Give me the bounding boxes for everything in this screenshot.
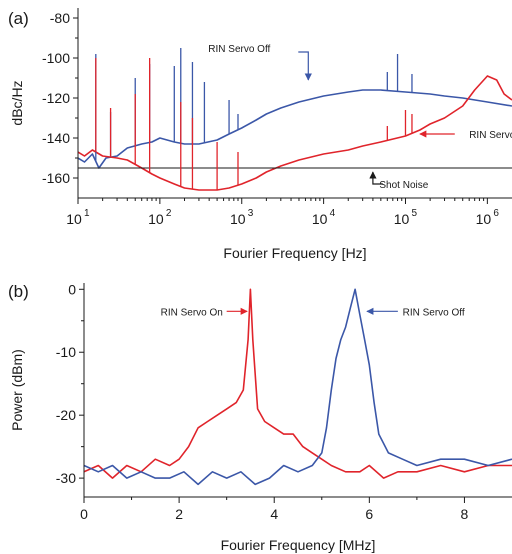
x-tick-label: 6 xyxy=(365,506,373,522)
x-tick-label: 4 xyxy=(270,506,278,522)
panel-label: (b) xyxy=(8,282,29,301)
x-tick-label: 10 xyxy=(312,211,328,227)
y-tick-label: -20 xyxy=(56,407,76,423)
x-tick-exponent: 4 xyxy=(330,208,336,219)
x-tick-label: 10 xyxy=(230,211,246,227)
y-tick-label: 0 xyxy=(68,281,76,297)
annotation-label: RIN Servo On xyxy=(161,307,223,318)
series-group xyxy=(84,288,512,486)
x-tick-exponent: 6 xyxy=(493,208,499,219)
annotation-label: Shot Noise xyxy=(379,180,428,191)
y-tick-label: -10 xyxy=(56,344,76,360)
x-tick-label: 8 xyxy=(461,506,469,522)
y-axis-label: Power (dBm) xyxy=(9,349,25,431)
annotation-label: RIN Servo On xyxy=(469,130,512,141)
annotation-label: RIN Servo Off xyxy=(403,307,465,318)
x-tick-exponent: 1 xyxy=(84,208,90,219)
y-tick-label: -140 xyxy=(42,130,70,146)
x-tick-exponent: 5 xyxy=(411,208,417,219)
x-axis-label: Fourier Frequency [Hz] xyxy=(223,245,366,261)
x-tick-label: 10 xyxy=(66,211,82,227)
series-line-rin-servo-on xyxy=(84,288,512,479)
series-line-rin-servo-on xyxy=(78,75,512,191)
x-axis-label: Fourier Frequency [MHz] xyxy=(221,537,376,553)
series-line-rin-servo-off xyxy=(84,288,512,486)
panel-label: (a) xyxy=(8,9,29,28)
x-tick-label: 10 xyxy=(394,211,410,227)
y-tick-label: -120 xyxy=(42,90,70,106)
y-tick-label: -100 xyxy=(42,50,70,66)
y-tick-label: -30 xyxy=(56,470,76,486)
annotation-arrow xyxy=(369,171,383,185)
y-axis-label: dBc/Hz xyxy=(9,80,25,125)
x-tick-exponent: 2 xyxy=(166,208,172,219)
annotation-label: RIN Servo Off xyxy=(208,44,270,55)
x-tick-label: 10 xyxy=(476,211,492,227)
panel-b: (b) 0 -10 -20 -30 0 2 4 6 8 Fourier Frequency [MHz… xyxy=(8,281,512,553)
x-tick-label: 2 xyxy=(175,506,183,522)
x-tick-exponent: 3 xyxy=(248,208,254,219)
y-tick-label: -160 xyxy=(42,170,70,186)
x-tick-label: 10 xyxy=(148,211,164,227)
y-tick-label: -80 xyxy=(50,10,70,26)
x-tick-label: 0 xyxy=(80,506,88,522)
annotation-arrow xyxy=(298,51,312,81)
series-group xyxy=(78,48,512,191)
series-line-rin-servo-off xyxy=(78,89,512,169)
